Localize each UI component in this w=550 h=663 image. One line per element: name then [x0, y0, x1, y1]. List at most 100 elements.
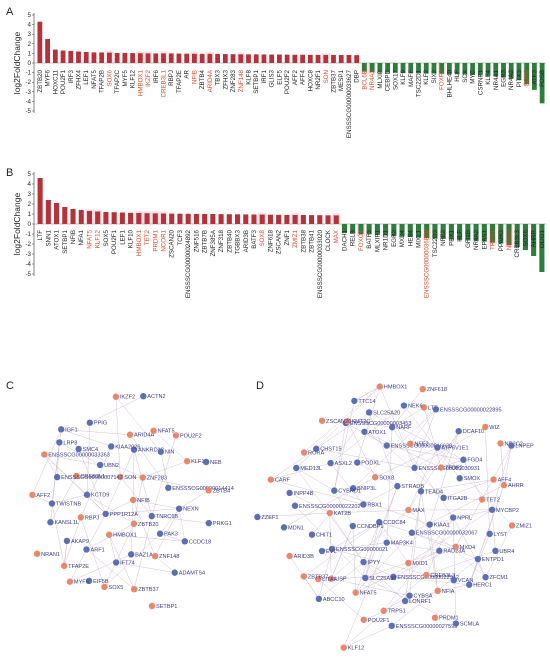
network-edge — [86, 549, 135, 590]
network-edge — [355, 532, 413, 593]
bar — [160, 213, 167, 224]
network-edge — [69, 549, 87, 582]
bar — [152, 213, 158, 224]
network-edge — [331, 574, 427, 579]
network-edge — [51, 503, 65, 566]
network-node-label: CREB3L3 — [430, 573, 455, 579]
network-node — [371, 474, 379, 481]
network-node — [326, 509, 333, 517]
network-node — [102, 510, 109, 518]
bar — [333, 215, 339, 224]
network-node — [175, 505, 183, 512]
network-node-label: NFIB — [137, 498, 150, 504]
y-tick-label: 2 — [28, 201, 32, 208]
network-edge — [129, 434, 169, 488]
bar — [137, 53, 143, 63]
y-axis-label: log2FoldChange — [12, 32, 22, 95]
network-node — [486, 530, 493, 538]
network-edge — [303, 521, 380, 577]
y-tick-label: -2 — [25, 79, 31, 86]
network-node — [300, 449, 308, 456]
network-node-label: ZNF148 — [159, 554, 179, 560]
network-node — [351, 397, 358, 405]
bar — [230, 54, 236, 63]
network-node — [394, 482, 401, 490]
network-node — [48, 500, 56, 507]
network-edge — [50, 475, 77, 523]
network-edge — [283, 477, 376, 528]
bar — [70, 209, 76, 224]
network-node-label: SMOX — [464, 476, 481, 482]
network-node — [300, 573, 308, 580]
bar — [277, 54, 282, 63]
network-node-label: ENSSSCG00000032067 — [416, 531, 478, 537]
network-node-label: NPRL — [457, 516, 472, 522]
category-label: NR2C2 — [506, 229, 513, 250]
category-label: POU2F1 — [111, 229, 118, 254]
category-label: NFIB — [191, 70, 198, 84]
network-node-label: ZMIZ1 — [516, 523, 532, 529]
network-node-label: ENSSSCG00000016620 — [391, 444, 453, 450]
network-edge — [44, 454, 58, 478]
category-label: MIXL1 — [416, 229, 423, 247]
network-node — [73, 472, 80, 480]
network-node — [108, 443, 115, 450]
bar — [161, 53, 166, 63]
bar — [210, 214, 216, 224]
network-node-label: ENSSSCG00000030931 — [419, 466, 481, 472]
category-label: OLIG1 — [539, 229, 546, 248]
network-edge — [116, 562, 175, 573]
network-node — [417, 488, 425, 495]
category-label: SOX6 — [106, 69, 113, 86]
category-label: SOX6 — [524, 69, 531, 86]
bar — [54, 203, 60, 224]
bar — [341, 224, 348, 233]
category-label: CSRNP1 — [477, 69, 484, 95]
bar — [111, 212, 117, 224]
category-label: ENSSSCG00000033020 — [317, 229, 324, 298]
network-edge — [108, 534, 117, 563]
category-label: EPAS1 — [481, 229, 488, 249]
network-edge — [105, 499, 134, 515]
category-label: CREB3L3 — [514, 229, 521, 257]
network-node-label: ZBTB37 — [138, 587, 159, 593]
category-label: NR2F1 — [315, 69, 322, 89]
category-label: PBX1 — [448, 229, 455, 245]
network-edge — [452, 517, 486, 578]
bar — [261, 54, 267, 63]
network-edge — [108, 534, 135, 590]
network-node — [440, 494, 447, 502]
network-edge — [369, 412, 464, 460]
network-edge — [330, 412, 370, 464]
network-node-label: TET2 — [486, 498, 500, 504]
network-node — [157, 448, 165, 455]
network-edge — [347, 420, 393, 428]
category-label: KLF2 — [423, 69, 430, 84]
category-label: SOX8 — [259, 229, 266, 246]
network-edge — [330, 462, 364, 505]
category-label: MLXIP1 — [374, 229, 381, 252]
network-edge — [63, 517, 82, 566]
category-label: ZBTB38 — [300, 229, 307, 252]
network-node — [171, 569, 178, 576]
network-node — [57, 426, 65, 433]
network-edge — [383, 517, 454, 611]
bar — [76, 51, 81, 63]
category-label: ENSSSCG00000033627 — [346, 69, 353, 138]
network-node-label: ZNF283 — [147, 476, 167, 482]
network-node — [280, 524, 288, 531]
category-label: KLF4 — [485, 69, 492, 84]
bar — [325, 215, 331, 224]
network-node — [318, 547, 326, 555]
network-node-label: ZNF618 — [427, 387, 447, 393]
network-node-label: AFF2 — [36, 493, 50, 499]
bar — [107, 52, 112, 63]
bar — [508, 63, 514, 79]
category-label: NR4A2 — [473, 229, 480, 250]
network-edge — [485, 525, 513, 578]
network-d: MAX CCDC84 STRADB ENSSSCG00000032067 RBX1 TEA… — [254, 383, 534, 652]
network-node-label: ZFCM1 — [490, 575, 509, 581]
y-tick-label: -5 — [25, 271, 31, 278]
network-node-label: RORA — [308, 451, 324, 457]
network-edge — [452, 517, 457, 624]
